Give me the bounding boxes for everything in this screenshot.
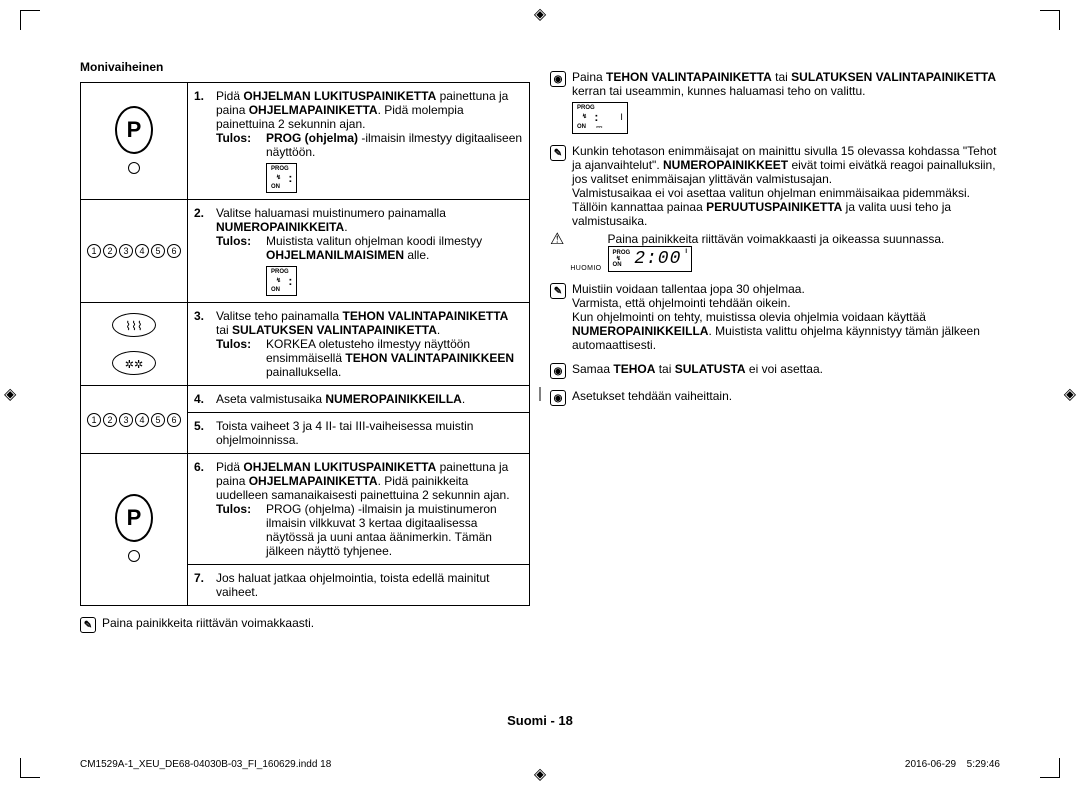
two-column-content: Monivaiheinen P 1. Pidä OHJELMAN LUKITUS…: [80, 60, 1000, 633]
icon-cell-numbers: 1 2 3 4 5 6: [81, 200, 188, 303]
note-row: ◉ Samaa TEHOA tai SULATUSTA ei voi asett…: [550, 362, 1000, 379]
step-number: 4.: [194, 392, 216, 406]
note-text: Kunkin tehotason enimmäisajat on mainitt…: [572, 144, 1000, 228]
p-button-icon: P: [115, 106, 153, 154]
warning-icon: ⚠: [550, 232, 564, 248]
icon-cell-power: ⌇⌇⌇ ✲✲: [81, 303, 188, 386]
result-label: Tulos:: [216, 502, 266, 558]
display-icon: PROG ↯ :I ON⎓: [572, 102, 628, 134]
bullet-icon: ◉: [550, 71, 566, 87]
check-icon: ✎: [80, 617, 96, 633]
crop-mark: [1040, 10, 1060, 30]
display-icon: PROG ↯ : ON: [266, 163, 297, 193]
number-buttons-icon: 1 2 3 4 5 6: [87, 244, 181, 258]
note-text: Asetukset tehdään vaiheittain.: [572, 389, 732, 403]
step-cell: 5. Toista vaiheet 3 ja 4 II- tai III-vai…: [188, 413, 530, 454]
step-cell: 2. Valitse haluamasi muistinumero painam…: [188, 200, 530, 303]
registration-mark: ◈: [4, 384, 16, 404]
check-icon: ✎: [550, 283, 566, 299]
defrost-icon: ✲✲: [112, 351, 156, 375]
warning-label: HUOMIO: [570, 265, 601, 272]
footer-timestamp: 2016-06-29 5:29:46: [905, 759, 1000, 770]
warning-row: ⚠ HUOMIO Paina painikkeita riittävän voi…: [550, 232, 1000, 272]
page-label: Suomi - 18: [0, 713, 1080, 728]
ring-icon: [128, 550, 140, 562]
step-cell: 3. Valitse teho painamalla TEHON VALINTA…: [188, 303, 530, 386]
result-text: KORKEA oletusteho ilmestyy näyttöön ensi…: [266, 337, 523, 379]
bullet-icon: ◉: [550, 390, 566, 406]
right-column: ◉ Paina TEHON VALINTAPAINIKETTA tai SULA…: [550, 60, 1000, 633]
ring-icon: [128, 162, 140, 174]
note-row: ✎ Muistiin voidaan tallentaa jopa 30 ohj…: [550, 282, 1000, 352]
note-text: Samaa TEHOA tai SULATUSTA ei voi asettaa…: [572, 362, 823, 376]
note-text: Paina painikkeita riittävän voimakkaasti…: [102, 616, 314, 630]
step-number: 3.: [194, 309, 216, 379]
bullet-icon: ◉: [550, 363, 566, 379]
result-text: PROG (ohjelma) -ilmaisin ilmestyy digita…: [266, 131, 523, 193]
footer: CM1529A-1_XEU_DE68-04030B-03_FI_160629.i…: [80, 759, 1000, 770]
note-text: Paina TEHON VALINTAPAINIKETTA tai SULATU…: [572, 70, 1000, 134]
crop-mark: [20, 758, 40, 778]
manual-page: ◈ ◈ ◈ ◈ Monivaiheinen P 1. Pi: [0, 0, 1080, 788]
result-label: Tulos:: [216, 337, 266, 379]
step-number: 1.: [194, 89, 216, 193]
step-number: 6.: [194, 460, 216, 558]
step-text: Pidä OHJELMAN LUKITUSPAINIKETTA painettu…: [216, 460, 523, 558]
display-icon: PROG ↯ : ON: [266, 266, 297, 296]
step-text: Valitse teho painamalla TEHON VALINTAPAI…: [216, 309, 523, 379]
note-row: ✎ Paina painikkeita riittävän voimakkaas…: [80, 616, 530, 633]
footer-filename: CM1529A-1_XEU_DE68-04030B-03_FI_160629.i…: [80, 759, 331, 770]
center-tick: [540, 387, 541, 401]
instruction-table: P 1. Pidä OHJELMAN LUKITUSPAINIKETTA pai…: [80, 82, 530, 606]
icon-cell-p: P: [81, 454, 188, 606]
icon-cell-numbers: 1 2 3 4 5 6: [81, 386, 188, 454]
display-time-icon: PROG ↯ON 2:00 I: [608, 246, 693, 272]
step-cell: 7. Jos haluat jatkaa ohjelmointia, toist…: [188, 565, 530, 606]
registration-mark: ◈: [1064, 384, 1076, 404]
step-text: Aseta valmistusaika NUMEROPAINIKKEILLA.: [216, 392, 523, 406]
step-cell: 1. Pidä OHJELMAN LUKITUSPAINIKETTA paine…: [188, 83, 530, 200]
result-label: Tulos:: [216, 234, 266, 296]
check-icon: ✎: [550, 145, 566, 161]
icon-cell-p: P: [81, 83, 188, 200]
step-cell: 4. Aseta valmistusaika NUMEROPAINIKKEILL…: [188, 386, 530, 413]
step-text: Valitse haluamasi muistinumero painamall…: [216, 206, 523, 296]
crop-mark: [20, 10, 40, 30]
left-column: Monivaiheinen P 1. Pidä OHJELMAN LUKITUS…: [80, 60, 530, 633]
section-title: Monivaiheinen: [80, 60, 530, 74]
heat-icon: ⌇⌇⌇: [112, 313, 156, 337]
step-text: Jos haluat jatkaa ohjelmointia, toista e…: [216, 571, 523, 599]
result-label: Tulos:: [216, 131, 266, 193]
crop-mark: [1040, 758, 1060, 778]
result-text: Muistista valitun ohjelman koodi ilmesty…: [266, 234, 523, 296]
number-buttons-icon: 1 2 3 4 5 6: [87, 413, 181, 427]
note-text: Muistiin voidaan tallentaa jopa 30 ohjel…: [572, 282, 1000, 352]
step-text: Toista vaiheet 3 ja 4 II- tai III-vaihei…: [216, 419, 523, 447]
step-number: 7.: [194, 571, 216, 599]
note-row: ◉ Paina TEHON VALINTAPAINIKETTA tai SULA…: [550, 70, 1000, 134]
note-row: ✎ Kunkin tehotason enimmäisajat on maini…: [550, 144, 1000, 228]
step-number: 2.: [194, 206, 216, 296]
registration-mark: ◈: [534, 4, 546, 24]
step-text: Pidä OHJELMAN LUKITUSPAINIKETTA painettu…: [216, 89, 523, 193]
p-button-icon: P: [115, 494, 153, 542]
note-row: ◉ Asetukset tehdään vaiheittain.: [550, 389, 1000, 406]
step-number: 5.: [194, 419, 216, 447]
step-cell: 6. Pidä OHJELMAN LUKITUSPAINIKETTA paine…: [188, 454, 530, 565]
result-text: PROG (ohjelma) -ilmaisin ja muistinumero…: [266, 502, 523, 558]
